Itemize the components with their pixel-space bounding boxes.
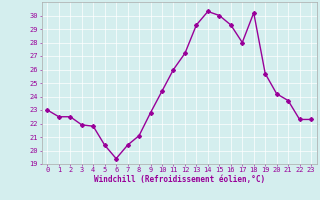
X-axis label: Windchill (Refroidissement éolien,°C): Windchill (Refroidissement éolien,°C) (94, 175, 265, 184)
